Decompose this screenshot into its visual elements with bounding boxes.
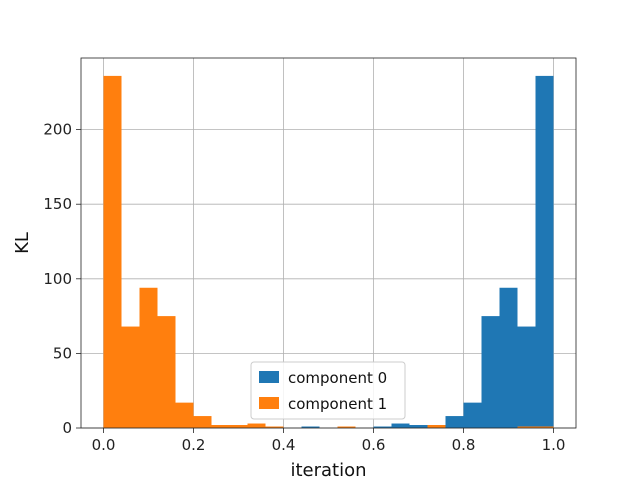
legend-swatch bbox=[259, 397, 279, 409]
bar-component-0 bbox=[535, 75, 554, 428]
y-axis-label: KL bbox=[12, 232, 33, 254]
bar-component-1 bbox=[103, 75, 122, 428]
bar-component-1 bbox=[175, 402, 194, 428]
y-tick-label: 0 bbox=[62, 419, 72, 437]
bar-component-1 bbox=[517, 426, 536, 428]
y-axis: 0 50 100 150 200 bbox=[43, 121, 81, 437]
bar-component-1 bbox=[121, 326, 140, 428]
y-tick-label: 150 bbox=[43, 195, 72, 213]
x-tick-label: 0.0 bbox=[92, 436, 116, 454]
x-tick-label: 0.6 bbox=[362, 436, 386, 454]
bar-component-1 bbox=[193, 416, 212, 428]
bars bbox=[103, 75, 554, 428]
bar-component-0 bbox=[481, 316, 500, 428]
bar-component-0 bbox=[301, 426, 320, 428]
bar-component-0 bbox=[373, 426, 392, 428]
y-tick-label: 50 bbox=[53, 344, 72, 362]
legend-swatch bbox=[259, 371, 279, 383]
bar-component-0 bbox=[463, 402, 482, 428]
bar-component-1 bbox=[265, 426, 284, 428]
bar-component-0 bbox=[409, 425, 428, 428]
x-tick-label: 0.8 bbox=[452, 436, 476, 454]
bar-component-1 bbox=[337, 426, 356, 428]
legend-label: component 1 bbox=[288, 395, 387, 413]
bar-component-1 bbox=[157, 316, 176, 428]
x-axis: 0.0 0.2 0.4 0.6 0.8 1.0 bbox=[92, 428, 566, 454]
bar-component-1 bbox=[229, 425, 248, 428]
bar-component-0 bbox=[391, 423, 410, 428]
legend: component 0 component 1 bbox=[250, 361, 406, 420]
bar-component-0 bbox=[499, 287, 518, 428]
axes-border bbox=[80, 57, 577, 429]
legend-box bbox=[250, 361, 406, 420]
bar-component-1 bbox=[535, 426, 554, 428]
bar-component-1 bbox=[211, 425, 230, 428]
x-axis-label: iteration bbox=[290, 460, 366, 480]
bar-component-0 bbox=[517, 326, 536, 428]
axes-frame bbox=[80, 57, 577, 429]
y-tick-label: 100 bbox=[43, 270, 72, 288]
x-tick-label: 0.4 bbox=[272, 436, 296, 454]
x-tick-label: 0.2 bbox=[182, 436, 206, 454]
bar-component-1 bbox=[139, 287, 158, 428]
bar-component-1 bbox=[427, 425, 446, 428]
y-tick-label: 200 bbox=[43, 121, 72, 139]
legend-label: component 0 bbox=[288, 369, 387, 387]
bar-component-0 bbox=[445, 416, 464, 428]
x-tick-label: 1.0 bbox=[542, 436, 566, 454]
bar-component-1 bbox=[247, 423, 266, 428]
